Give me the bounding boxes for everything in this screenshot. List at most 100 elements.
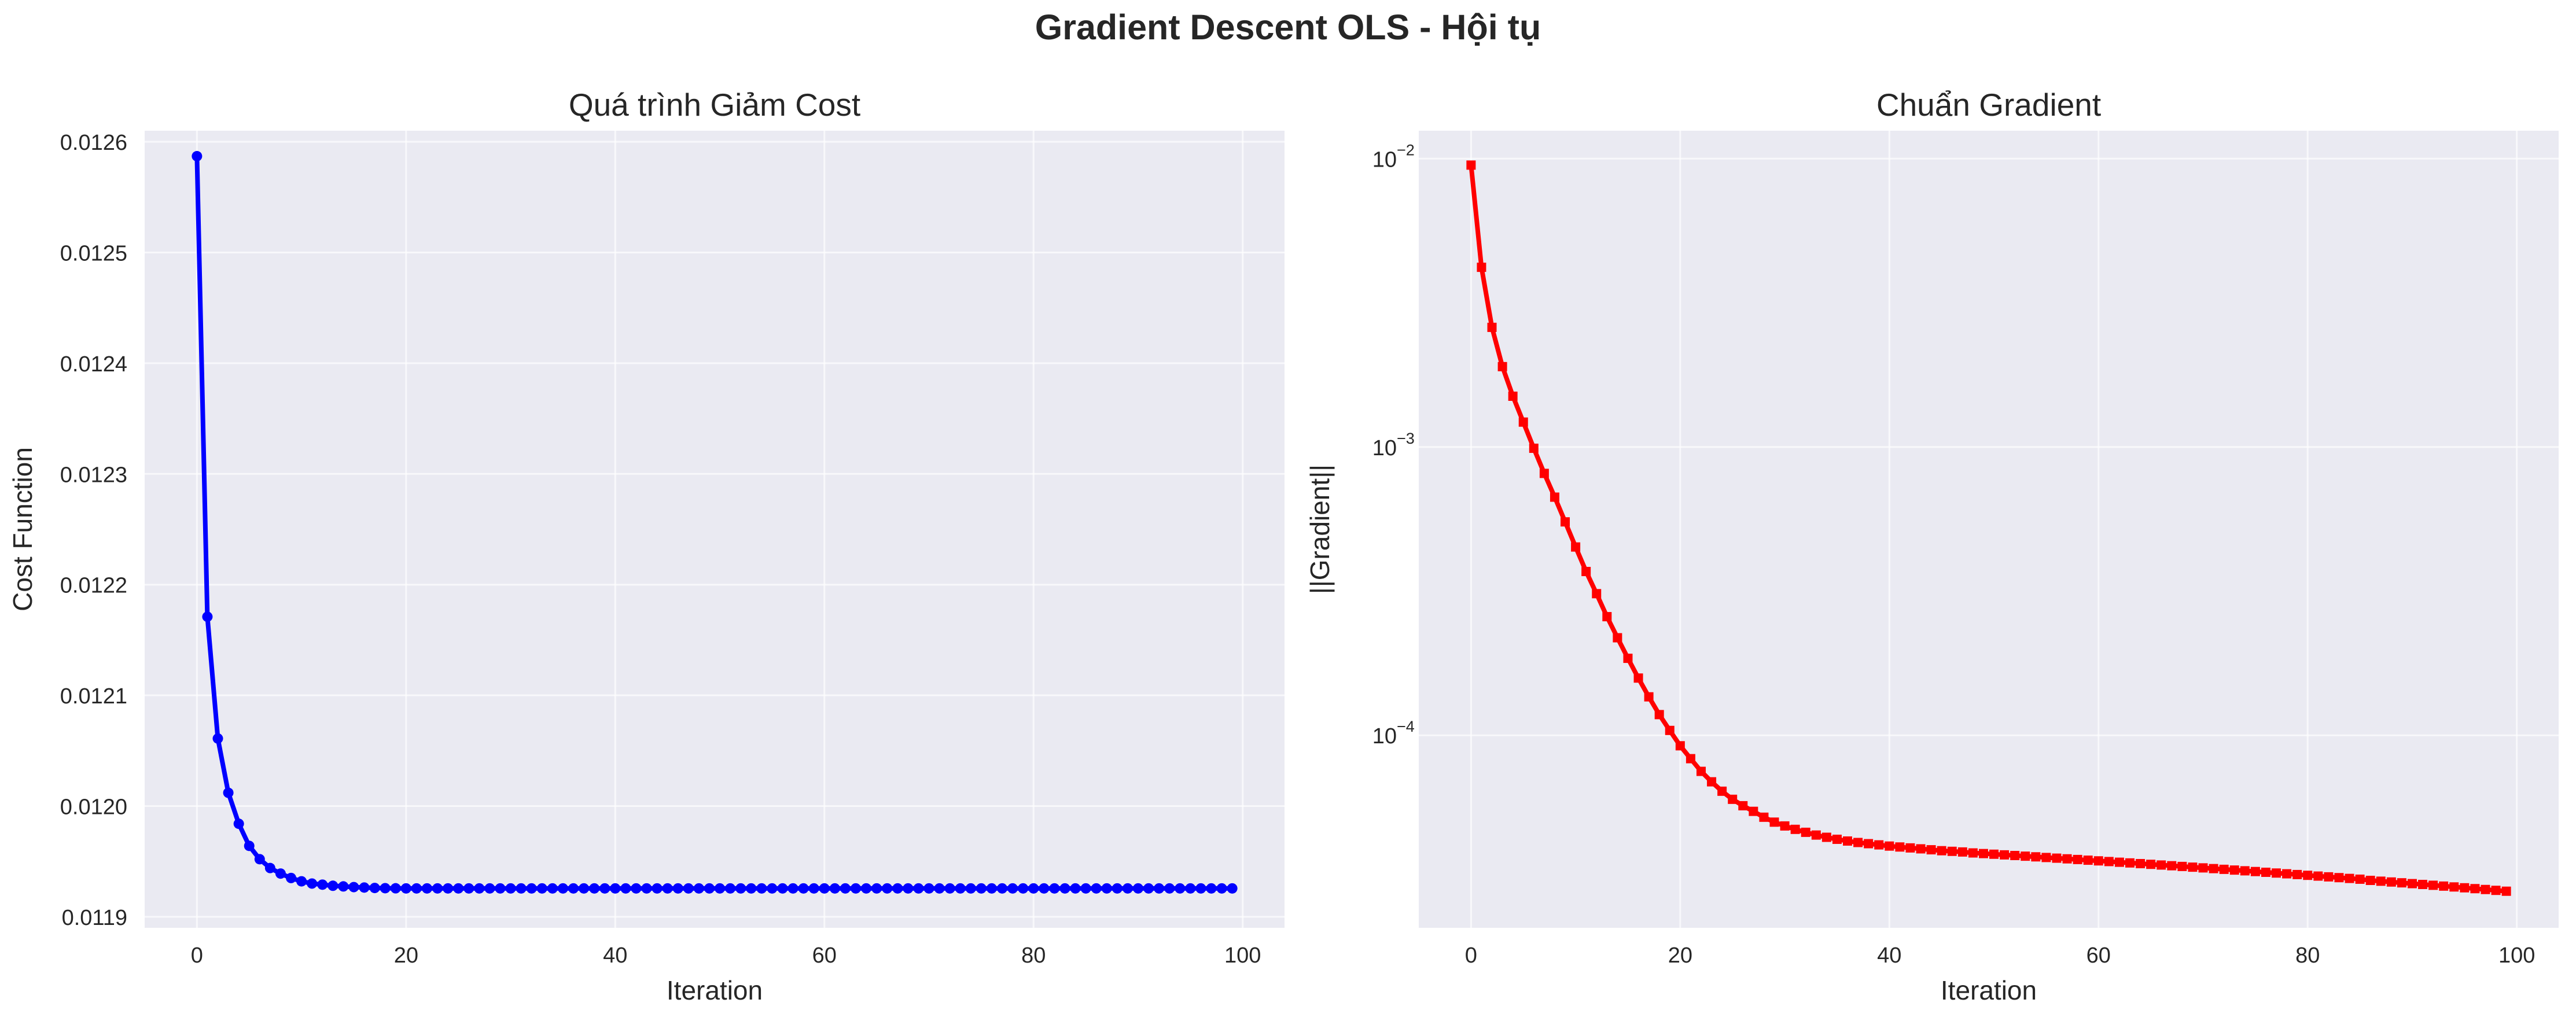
cost-data-point xyxy=(986,883,997,894)
gradient-x-tick-label: 60 xyxy=(2086,943,2111,968)
cost-data-point xyxy=(641,883,652,894)
gradient-data-point xyxy=(1466,160,1476,170)
gradient-data-point xyxy=(1885,841,1894,851)
cost-data-point xyxy=(1112,883,1123,894)
gradient-data-point xyxy=(1895,842,1905,852)
cost-y-tick-label: 0.0122 xyxy=(60,574,127,598)
cost-data-point xyxy=(589,883,600,894)
cost-data-point xyxy=(317,879,328,890)
gradient-data-point xyxy=(2345,873,2354,883)
gradient-data-point xyxy=(1602,612,1612,622)
cost-data-point xyxy=(223,787,234,798)
gradient-series-line xyxy=(1469,164,2507,894)
gradient-data-point xyxy=(2481,884,2490,894)
cost-data-point xyxy=(599,883,610,894)
gradient-data-point xyxy=(2125,858,2135,868)
cost-data-point xyxy=(1185,883,1196,894)
cost-data-point xyxy=(233,818,244,829)
cost-data-point xyxy=(1132,883,1143,894)
gradient-data-point xyxy=(2386,877,2396,887)
cost-data-point xyxy=(348,882,359,893)
gradient-data-point xyxy=(1738,801,1748,810)
gradient-data-point xyxy=(2000,850,2010,860)
cost-y-tick-label: 0.0123 xyxy=(60,463,127,487)
cost-data-point xyxy=(1164,883,1175,894)
gradient-data-point xyxy=(2198,863,2208,873)
gradient-data-point xyxy=(1905,843,1915,853)
gradient-data-point xyxy=(2292,869,2302,879)
cost-x-tick-label: 80 xyxy=(1021,943,1046,968)
gradient-x-tick-label: 100 xyxy=(2498,943,2535,968)
gradient-data-point xyxy=(1937,846,1946,856)
gradient-data-point xyxy=(1853,838,1863,847)
gradient-data-point xyxy=(1613,633,1622,643)
cost-x-tick-label: 40 xyxy=(603,943,627,968)
cost-y-tick-label: 0.0119 xyxy=(62,906,127,930)
cost-data-point xyxy=(1101,883,1112,894)
cost-data-point xyxy=(808,883,819,894)
gradient-data-point xyxy=(1832,834,1842,844)
gradient-y-tick-label: 10 xyxy=(1372,724,1397,749)
cost-data-point xyxy=(275,868,286,879)
cost-data-point xyxy=(871,883,882,894)
gradient-data-point xyxy=(1571,542,1581,552)
gradient-data-point xyxy=(2334,873,2344,883)
gradient-data-point xyxy=(1821,832,1831,842)
cost-data-point xyxy=(369,883,380,894)
cost-data-point xyxy=(610,883,621,894)
gradient-data-point xyxy=(1561,517,1570,527)
cost-data-point xyxy=(547,883,558,894)
cost-data-point xyxy=(568,883,579,894)
gradient-x-tick-label: 80 xyxy=(2295,943,2320,968)
cost-data-point xyxy=(192,151,203,162)
cost-data-point xyxy=(484,883,495,894)
cost-data-point xyxy=(652,883,663,894)
cost-data-point xyxy=(944,883,955,894)
cost-data-point xyxy=(934,883,945,894)
gradient-data-point xyxy=(1968,848,1978,858)
gradient-data-point xyxy=(2376,876,2386,886)
gradient-data-point xyxy=(1529,443,1539,453)
cost-data-point xyxy=(264,862,275,873)
cost-data-point xyxy=(400,883,411,894)
gradient-plot-area xyxy=(1419,131,2559,928)
cost-data-point xyxy=(1227,883,1238,894)
gradient-data-point xyxy=(2136,859,2146,869)
gradient-data-point xyxy=(2010,851,2020,861)
gradient-data-point xyxy=(2031,852,2041,862)
cost-data-point xyxy=(746,883,757,894)
cost-x-tick-label: 100 xyxy=(1224,943,1261,968)
gradient-data-point xyxy=(2470,884,2480,894)
gradient-data-point xyxy=(2313,871,2323,881)
cost-data-point xyxy=(463,883,474,894)
cost-data-point xyxy=(955,883,966,894)
cost-data-point xyxy=(715,883,726,894)
cost-data-point xyxy=(1216,883,1227,894)
cost-data-point xyxy=(850,883,861,894)
gradient-data-point xyxy=(2167,861,2177,871)
cost-data-point xyxy=(777,883,788,894)
gradient-data-point xyxy=(1947,846,1957,856)
gradient-y-tick-exponent: −2 xyxy=(1397,141,1415,158)
cost-data-point xyxy=(536,883,547,894)
cost-data-point xyxy=(725,883,736,894)
cost-data-point xyxy=(579,883,590,894)
cost-data-point xyxy=(202,611,213,622)
gradient-data-point xyxy=(1665,725,1675,735)
cost-data-point xyxy=(411,883,422,894)
gradient-x-tick-label: 0 xyxy=(1465,943,1477,968)
gradient-y-tick-exponent: −3 xyxy=(1397,430,1415,447)
gradient-x-tick-label: 40 xyxy=(1877,943,1901,968)
cost-data-point xyxy=(1080,883,1091,894)
gradient-data-point xyxy=(1728,794,1738,804)
cost-data-point xyxy=(1007,883,1018,894)
gradient-data-point xyxy=(1957,847,1967,857)
cost-data-point xyxy=(432,883,443,894)
cost-data-point xyxy=(903,883,914,894)
gradient-data-point xyxy=(2209,864,2218,873)
gradient-data-point xyxy=(1675,741,1685,751)
gradient-data-point xyxy=(1989,849,1999,859)
cost-data-point xyxy=(338,881,349,892)
gradient-data-point xyxy=(1644,692,1654,702)
gradient-data-point xyxy=(2407,879,2417,888)
